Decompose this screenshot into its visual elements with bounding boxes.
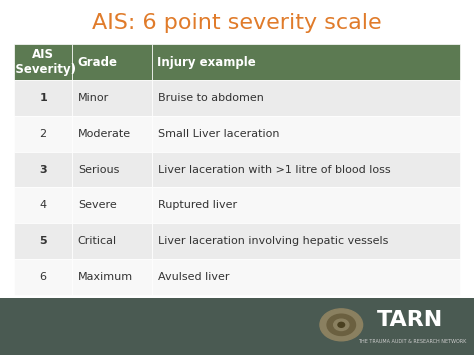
Bar	[14, 80, 72, 116]
Text: Ruptured liver: Ruptured liver	[158, 200, 237, 210]
Text: Minor: Minor	[78, 93, 109, 103]
Bar	[14, 223, 72, 259]
Bar	[14, 44, 72, 80]
Text: TARN: TARN	[377, 310, 443, 329]
Bar	[152, 259, 460, 295]
Bar	[72, 44, 152, 80]
Bar	[14, 152, 72, 187]
Circle shape	[320, 309, 363, 341]
Text: 4: 4	[40, 200, 47, 210]
Text: Critical: Critical	[78, 236, 117, 246]
Text: 5: 5	[39, 236, 47, 246]
Circle shape	[338, 322, 345, 327]
Text: Injury example: Injury example	[157, 56, 256, 69]
Text: Moderate: Moderate	[78, 129, 131, 139]
Text: Bruise to abdomen: Bruise to abdomen	[158, 93, 264, 103]
Bar	[152, 187, 460, 223]
Text: 3: 3	[39, 164, 47, 175]
Text: Liver laceration with >1 litre of blood loss: Liver laceration with >1 litre of blood …	[158, 164, 391, 175]
Circle shape	[334, 319, 349, 331]
Text: Severe: Severe	[78, 200, 117, 210]
Text: Grade: Grade	[77, 56, 117, 69]
Text: THE TRAUMA AUDIT & RESEARCH NETWORK: THE TRAUMA AUDIT & RESEARCH NETWORK	[358, 339, 466, 344]
Bar	[152, 116, 460, 152]
Text: Small Liver laceration: Small Liver laceration	[158, 129, 280, 139]
Bar	[14, 259, 72, 295]
Text: AIS: 6 point severity scale: AIS: 6 point severity scale	[92, 13, 382, 33]
Bar	[72, 259, 152, 295]
Text: Serious: Serious	[78, 164, 119, 175]
Text: 2: 2	[40, 129, 47, 139]
Bar	[152, 223, 460, 259]
Bar	[72, 223, 152, 259]
Bar	[152, 44, 460, 80]
Bar	[72, 116, 152, 152]
Text: 1: 1	[39, 93, 47, 103]
Bar	[72, 80, 152, 116]
Text: 6: 6	[40, 272, 46, 282]
Bar	[72, 152, 152, 187]
Bar	[0, 298, 474, 355]
Text: Liver laceration involving hepatic vessels: Liver laceration involving hepatic vesse…	[158, 236, 388, 246]
Bar	[14, 187, 72, 223]
Bar	[14, 116, 72, 152]
Text: Avulsed liver: Avulsed liver	[158, 272, 229, 282]
Bar	[152, 80, 460, 116]
Text: Maximum: Maximum	[78, 272, 133, 282]
Bar	[72, 187, 152, 223]
Circle shape	[327, 314, 356, 335]
Bar	[152, 152, 460, 187]
Text: AIS
(Severity): AIS (Severity)	[10, 48, 76, 76]
